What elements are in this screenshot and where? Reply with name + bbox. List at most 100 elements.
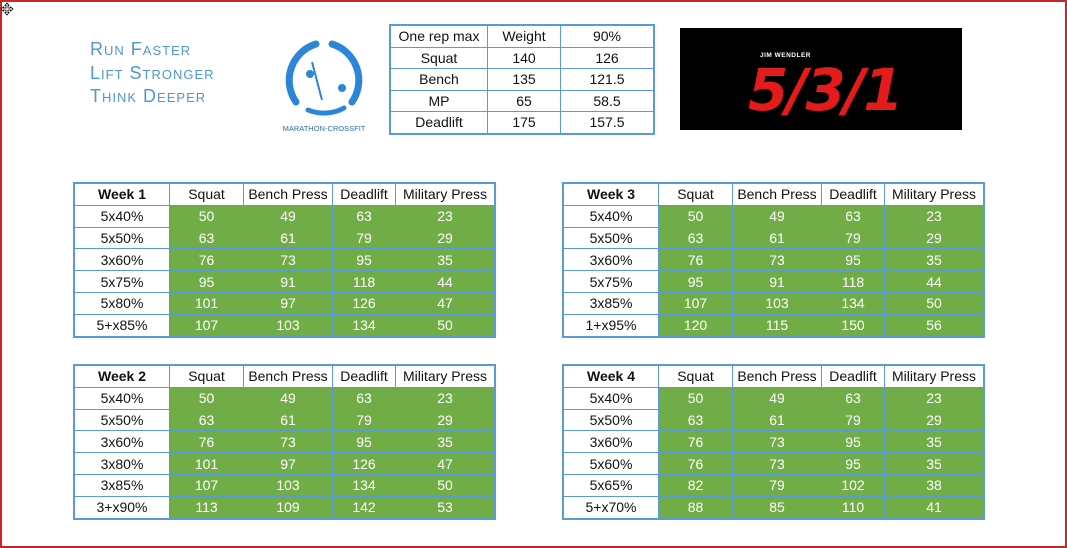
weight-value-cell[interactable]: 50 [884,291,985,315]
weight-value-cell[interactable]: 120 [658,313,733,338]
lift-cell[interactable]: MP [389,89,488,112]
column-header[interactable]: Squat [658,364,733,388]
weight-value-cell[interactable]: 85 [732,495,822,520]
weight-value-cell[interactable]: 63 [658,226,733,250]
column-header[interactable]: Squat [658,182,733,206]
set-scheme-cell[interactable]: 3+x90% [73,495,170,520]
weight-value-cell[interactable]: 61 [243,408,333,432]
weight-value-cell[interactable]: 134 [332,473,396,497]
weight-value-cell[interactable]: 23 [884,386,985,410]
set-scheme-cell[interactable]: 5x65% [562,473,659,497]
weight-value-cell[interactable]: 79 [732,473,822,497]
column-header[interactable]: Bench Press [732,182,822,206]
set-scheme-cell[interactable]: 3x85% [73,473,170,497]
week-label[interactable]: Week 2 [73,364,170,388]
percent-cell[interactable]: 121.5 [560,68,655,91]
weight-value-cell[interactable]: 95 [658,270,733,293]
weight-value-cell[interactable]: 41 [884,495,985,520]
weight-value-cell[interactable]: 102 [821,473,885,497]
weight-value-cell[interactable]: 142 [332,495,396,520]
weight-value-cell[interactable]: 23 [395,386,496,410]
weight-value-cell[interactable]: 61 [732,408,822,432]
set-scheme-cell[interactable]: 3x60% [73,248,170,272]
weight-value-cell[interactable]: 76 [658,248,733,272]
weight-value-cell[interactable]: 63 [332,204,396,228]
weight-value-cell[interactable]: 49 [732,386,822,410]
weight-value-cell[interactable]: 73 [243,248,333,272]
column-header[interactable]: Squat [169,182,244,206]
set-scheme-cell[interactable]: 3x80% [73,452,170,475]
lift-cell[interactable]: Squat [389,46,488,69]
set-scheme-cell[interactable]: 5x40% [562,204,659,228]
weight-value-cell[interactable]: 97 [243,291,333,315]
set-scheme-cell[interactable]: 5x75% [562,270,659,293]
weight-value-cell[interactable]: 91 [732,270,822,293]
weight-value-cell[interactable]: 103 [732,291,822,315]
column-header[interactable]: Deadlift [332,182,396,206]
weight-value-cell[interactable]: 50 [169,204,244,228]
weight-value-cell[interactable]: 50 [395,313,496,338]
weight-value-cell[interactable]: 50 [658,204,733,228]
week-label[interactable]: Week 4 [562,364,659,388]
set-scheme-cell[interactable]: 5x40% [562,386,659,410]
set-scheme-cell[interactable]: 5x80% [73,291,170,315]
set-scheme-cell[interactable]: 5x50% [562,226,659,250]
weight-value-cell[interactable]: 23 [395,204,496,228]
column-header[interactable]: Bench Press [243,182,333,206]
weight-value-cell[interactable]: 103 [243,313,333,338]
week-label[interactable]: Week 3 [562,182,659,206]
weight-value-cell[interactable]: 103 [243,473,333,497]
percent-cell[interactable]: 157.5 [560,111,655,134]
weight-value-cell[interactable]: 23 [884,204,985,228]
weight-value-cell[interactable]: 35 [884,430,985,454]
weight-value-cell[interactable]: 47 [395,452,496,475]
column-header[interactable]: Bench Press [732,364,822,388]
column-header[interactable]: Military Press [884,364,985,388]
weight-value-cell[interactable]: 110 [821,495,885,520]
column-header[interactable]: Deadlift [821,182,885,206]
weight-cell[interactable]: 135 [487,68,561,91]
weight-value-cell[interactable]: 63 [821,204,885,228]
week-label[interactable]: Week 1 [73,182,170,206]
weight-value-cell[interactable]: 79 [821,408,885,432]
weight-value-cell[interactable]: 50 [169,386,244,410]
column-header[interactable]: Deadlift [332,364,396,388]
weight-value-cell[interactable]: 76 [658,452,733,475]
column-header[interactable]: Military Press [395,364,496,388]
set-scheme-cell[interactable]: 5x75% [73,270,170,293]
weight-value-cell[interactable]: 53 [395,495,496,520]
weight-value-cell[interactable]: 95 [821,248,885,272]
weight-value-cell[interactable]: 118 [332,270,396,293]
weight-value-cell[interactable]: 101 [169,291,244,315]
weight-value-cell[interactable]: 73 [732,430,822,454]
weight-value-cell[interactable]: 35 [395,430,496,454]
weight-value-cell[interactable]: 56 [884,313,985,338]
set-scheme-cell[interactable]: 5+x85% [73,313,170,338]
lift-cell[interactable]: Deadlift [389,111,488,134]
column-header[interactable]: Squat [169,364,244,388]
lift-cell[interactable]: Bench [389,68,488,91]
column-header[interactable]: Deadlift [821,364,885,388]
weight-value-cell[interactable]: 115 [732,313,822,338]
set-scheme-cell[interactable]: 3x60% [562,430,659,454]
weight-value-cell[interactable]: 76 [658,430,733,454]
weight-value-cell[interactable]: 63 [658,408,733,432]
weight-value-cell[interactable]: 47 [395,291,496,315]
weight-value-cell[interactable]: 49 [243,204,333,228]
weight-value-cell[interactable]: 44 [884,270,985,293]
weight-value-cell[interactable]: 101 [169,452,244,475]
weight-value-cell[interactable]: 82 [658,473,733,497]
set-scheme-cell[interactable]: 5x50% [562,408,659,432]
set-scheme-cell[interactable]: 1+x95% [562,313,659,338]
percent-cell[interactable]: 126 [560,46,655,69]
weight-value-cell[interactable]: 76 [169,430,244,454]
header-cell[interactable]: 90% [560,24,655,48]
set-scheme-cell[interactable]: 5x40% [73,204,170,228]
weight-value-cell[interactable]: 73 [732,452,822,475]
weight-value-cell[interactable]: 61 [243,226,333,250]
set-scheme-cell[interactable]: 3x85% [562,291,659,315]
header-cell[interactable]: Weight [487,24,561,48]
weight-value-cell[interactable]: 63 [169,408,244,432]
weight-value-cell[interactable]: 95 [169,270,244,293]
weight-value-cell[interactable]: 44 [395,270,496,293]
